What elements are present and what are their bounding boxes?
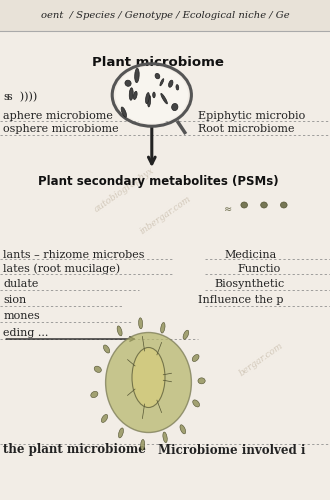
- Ellipse shape: [146, 92, 149, 104]
- Text: Root microbiome: Root microbiome: [198, 124, 294, 134]
- Ellipse shape: [106, 332, 191, 432]
- Ellipse shape: [261, 202, 267, 208]
- Text: bergar.com: bergar.com: [238, 342, 285, 378]
- Text: autobiographyx: autobiographyx: [92, 166, 156, 214]
- Ellipse shape: [101, 414, 108, 422]
- Ellipse shape: [241, 202, 248, 208]
- Text: inbergar.com: inbergar.com: [139, 194, 193, 236]
- Ellipse shape: [176, 84, 179, 90]
- Ellipse shape: [125, 80, 131, 86]
- Ellipse shape: [172, 104, 178, 110]
- Ellipse shape: [117, 326, 122, 336]
- Text: aphere microbiome: aphere microbiome: [3, 111, 113, 121]
- Ellipse shape: [148, 96, 151, 107]
- Text: Functio: Functio: [238, 264, 281, 274]
- Text: the plant microbiome: the plant microbiome: [3, 444, 146, 456]
- Text: lants – rhizome microbes: lants – rhizome microbes: [3, 250, 145, 260]
- Text: Biosynthetic: Biosynthetic: [214, 279, 285, 289]
- Text: Epiphytic microbio: Epiphytic microbio: [198, 111, 305, 121]
- Text: dulate: dulate: [3, 279, 39, 289]
- Text: osphere microbiome: osphere microbiome: [3, 124, 119, 134]
- Text: eding ...: eding ...: [3, 328, 49, 338]
- Ellipse shape: [161, 322, 165, 333]
- Ellipse shape: [160, 78, 164, 86]
- Text: s: s: [3, 92, 9, 102]
- Ellipse shape: [115, 66, 188, 124]
- Text: lates (root mucilage): lates (root mucilage): [3, 263, 120, 274]
- Ellipse shape: [161, 94, 167, 104]
- Ellipse shape: [155, 74, 160, 79]
- Ellipse shape: [280, 202, 287, 208]
- Text: Plant microbiome: Plant microbiome: [92, 56, 224, 69]
- Bar: [0, 0, 330, 31]
- Ellipse shape: [192, 354, 199, 362]
- Ellipse shape: [103, 345, 110, 353]
- Ellipse shape: [121, 107, 126, 118]
- Text: Influence the p: Influence the p: [198, 295, 283, 305]
- Text: Microbiome involved i: Microbiome involved i: [158, 444, 306, 456]
- Ellipse shape: [163, 432, 167, 442]
- Ellipse shape: [198, 378, 205, 384]
- Ellipse shape: [153, 92, 155, 98]
- Text: ≈: ≈: [224, 204, 232, 214]
- Ellipse shape: [91, 392, 98, 398]
- Ellipse shape: [180, 425, 186, 434]
- Text: oent  / Species / Genotype / Ecological niche / Ge: oent / Species / Genotype / Ecological n…: [41, 12, 289, 20]
- Ellipse shape: [118, 428, 123, 438]
- Ellipse shape: [141, 440, 145, 450]
- Ellipse shape: [139, 318, 143, 329]
- Ellipse shape: [132, 348, 165, 408]
- Ellipse shape: [94, 366, 101, 372]
- Ellipse shape: [129, 88, 133, 100]
- Ellipse shape: [133, 92, 137, 100]
- Ellipse shape: [169, 80, 173, 88]
- Text: Medicina: Medicina: [224, 250, 277, 260]
- Ellipse shape: [193, 400, 200, 407]
- Text: s  )))): s )))): [7, 92, 37, 102]
- Text: sion: sion: [3, 295, 26, 305]
- Text: Plant secondary metabolites (PSMs): Plant secondary metabolites (PSMs): [38, 174, 279, 188]
- Ellipse shape: [135, 68, 139, 82]
- Ellipse shape: [183, 330, 189, 340]
- Text: mones: mones: [3, 311, 40, 321]
